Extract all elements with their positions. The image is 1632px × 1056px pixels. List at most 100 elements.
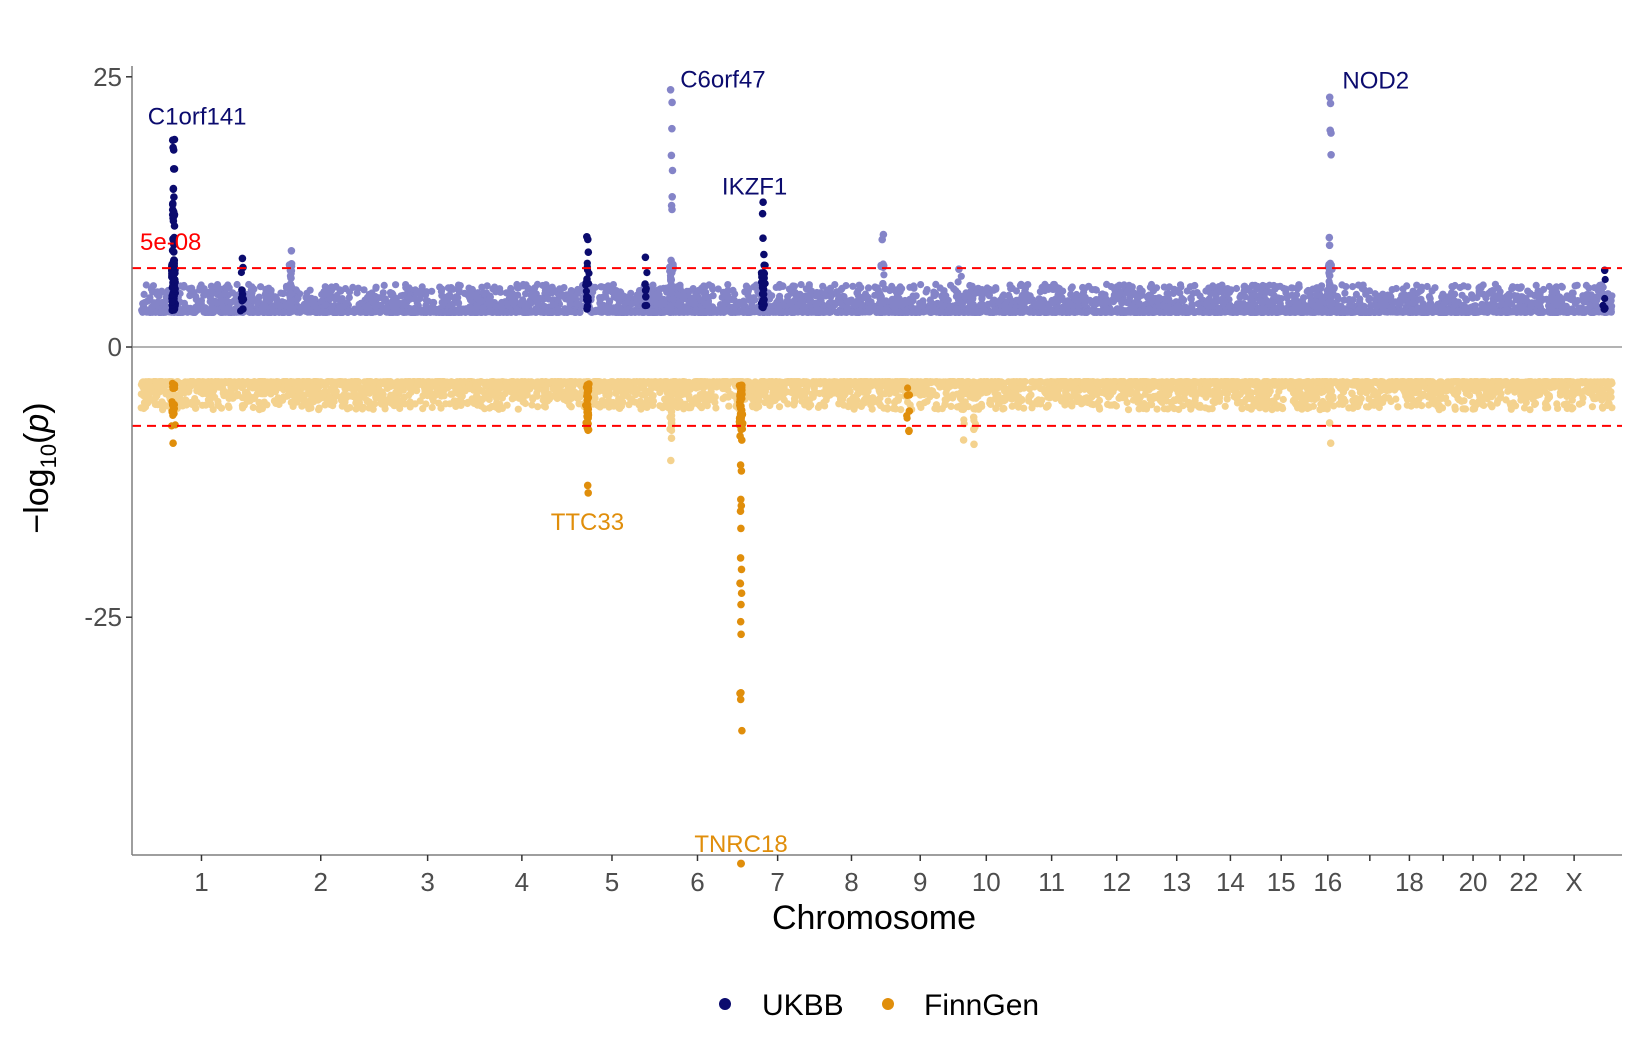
data-point <box>1039 285 1048 293</box>
data-point <box>560 284 568 292</box>
data-point <box>798 296 806 305</box>
data-point <box>238 382 246 390</box>
data-point <box>727 295 735 304</box>
data-point <box>438 285 446 293</box>
data-point <box>421 307 429 315</box>
data-point <box>1356 298 1364 306</box>
data-point <box>1165 290 1173 298</box>
data-point <box>1590 284 1599 292</box>
data-point <box>1553 308 1561 316</box>
data-point <box>794 308 802 316</box>
data-point <box>268 303 276 311</box>
data-point <box>1194 300 1202 308</box>
data-point <box>1178 296 1186 304</box>
data-point <box>486 293 494 301</box>
data-point <box>420 383 429 392</box>
data-point <box>1091 297 1099 305</box>
data-point <box>487 306 495 315</box>
data-point <box>138 307 146 315</box>
data-point <box>280 393 288 401</box>
data-point <box>276 303 284 311</box>
data-point <box>258 405 266 413</box>
data-point <box>904 308 912 316</box>
data-point <box>1119 307 1127 315</box>
data-point <box>602 283 610 291</box>
data-point <box>445 285 453 293</box>
data-point <box>1586 302 1594 310</box>
data-point <box>1203 308 1211 316</box>
data-point <box>1021 299 1029 307</box>
data-point <box>513 306 521 314</box>
data-point <box>290 386 298 394</box>
data-point <box>440 293 449 301</box>
data-point <box>405 294 413 302</box>
data-point <box>632 295 641 303</box>
data-point <box>343 299 351 307</box>
data-point <box>137 404 145 412</box>
data-point <box>185 387 193 395</box>
data-point <box>554 308 563 316</box>
data-point <box>219 385 227 394</box>
data-point <box>1441 299 1449 307</box>
data-point <box>406 382 414 390</box>
data-point <box>1341 289 1349 297</box>
data-point <box>691 308 699 316</box>
data-point <box>1498 299 1506 307</box>
data-point <box>1205 284 1213 292</box>
data-point <box>190 306 198 314</box>
data-point <box>1176 289 1184 297</box>
data-point <box>1159 302 1167 310</box>
data-point <box>392 388 400 396</box>
data-point <box>455 299 463 307</box>
data-point <box>1176 281 1185 289</box>
data-point <box>692 292 700 300</box>
data-point <box>712 307 720 315</box>
data-point <box>356 308 364 316</box>
data-point <box>1023 290 1031 298</box>
data-point <box>1058 307 1066 315</box>
data-point <box>259 390 267 398</box>
data-point <box>914 305 922 314</box>
data-point <box>812 299 821 307</box>
data-point <box>473 293 481 301</box>
data-point <box>249 308 257 316</box>
data-point <box>245 393 253 401</box>
data-point <box>857 308 865 316</box>
data-point <box>1049 280 1058 289</box>
data-point <box>748 301 756 309</box>
data-point <box>1255 305 1263 313</box>
data-point <box>1408 306 1416 314</box>
data-point <box>1460 282 1468 290</box>
data-point <box>316 394 324 403</box>
data-point <box>400 393 408 401</box>
data-point <box>257 283 265 291</box>
data-point <box>435 399 443 407</box>
data-point <box>162 303 170 311</box>
data-point <box>155 292 163 300</box>
data-point <box>1342 283 1350 291</box>
data-point <box>277 289 285 297</box>
data-point <box>1451 290 1459 298</box>
data-point <box>292 393 300 402</box>
data-point <box>1494 284 1502 292</box>
data-point <box>228 308 236 316</box>
data-point <box>1403 282 1411 290</box>
data-point <box>953 289 962 297</box>
data-point <box>331 295 339 303</box>
data-point <box>596 295 604 303</box>
data-point <box>328 378 336 386</box>
data-point <box>534 300 542 308</box>
data-point <box>1418 283 1426 291</box>
data-point <box>502 289 510 297</box>
data-point <box>478 308 486 316</box>
data-point <box>352 405 360 413</box>
data-point <box>377 301 385 309</box>
data-point <box>514 291 522 299</box>
data-point <box>448 390 456 398</box>
data-point <box>272 308 280 316</box>
data-point <box>1205 295 1213 303</box>
data-point <box>1169 306 1177 315</box>
data-point <box>188 400 196 409</box>
data-point <box>337 303 346 311</box>
